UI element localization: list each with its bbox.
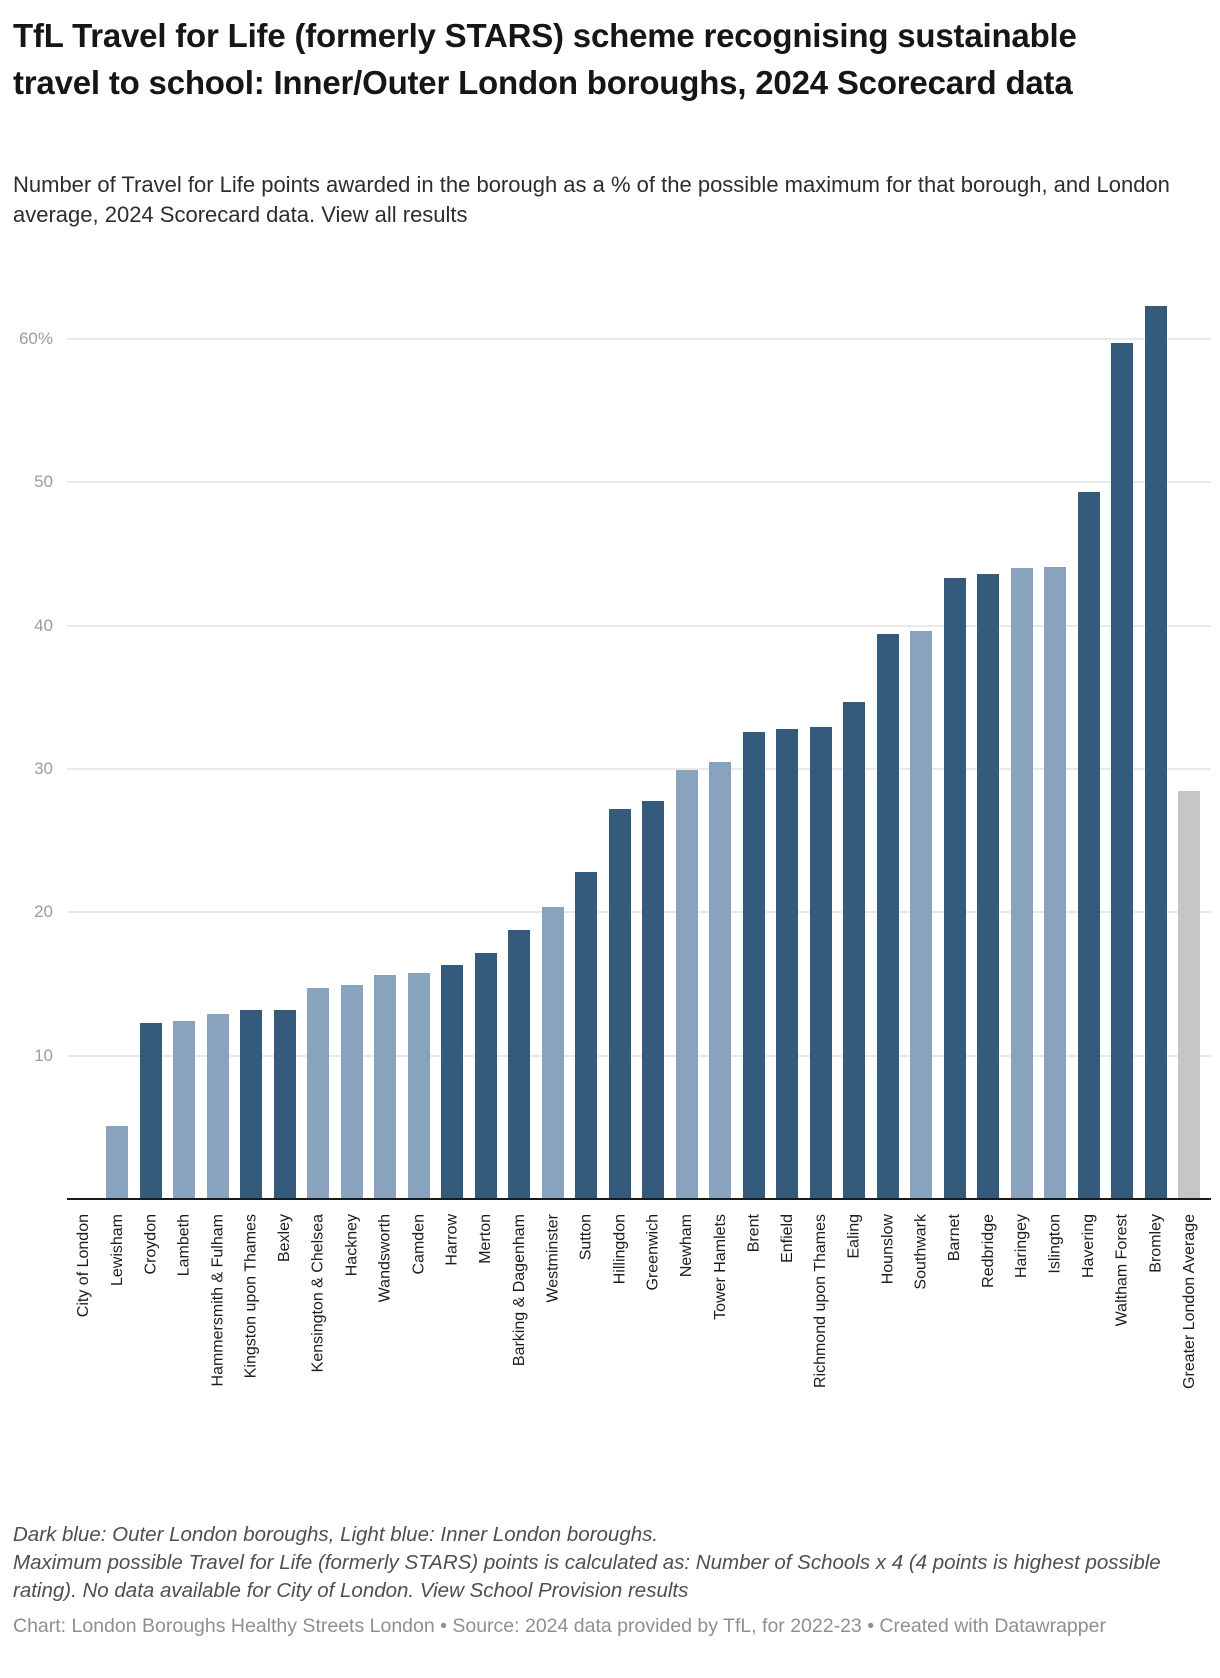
view-all-results-link[interactable]: View all results — [321, 202, 468, 227]
bar-haringey[interactable] — [1010, 568, 1033, 1199]
bar-kingston-upon-thames[interactable] — [240, 1009, 263, 1199]
bar-greenwich[interactable] — [642, 800, 665, 1199]
x-label-lewisham: Lewisham — [108, 1214, 126, 1287]
gridline-10 — [67, 1054, 1211, 1057]
bar-redbridge[interactable] — [977, 574, 1000, 1199]
x-label-barnet: Barnet — [946, 1214, 964, 1262]
x-label-havering: Havering — [1080, 1214, 1098, 1279]
x-axis-baseline — [67, 1198, 1211, 1200]
x-label-westminster: Westminster — [544, 1214, 562, 1303]
x-label-camden: Camden — [410, 1214, 428, 1275]
note-line-2-text: Maximum possible Travel for Life (former… — [13, 1551, 1161, 1602]
y-tick-40: 40 — [34, 615, 53, 635]
plot-area: 10 20 30 40 50 60% — [19, 270, 1211, 1200]
chart-credit: Chart: London Boroughs Healthy Streets L… — [13, 1615, 1106, 1637]
x-label-greater-london-average: Greater London Average — [1180, 1214, 1198, 1389]
note-line-2: Maximum possible Travel for Life (former… — [13, 1549, 1203, 1605]
bar-islington[interactable] — [1044, 566, 1067, 1199]
x-label-croydon: Croydon — [142, 1214, 160, 1275]
subtitle-text: Number of Travel for Life points awarded… — [13, 172, 1170, 227]
x-label-redbridge: Redbridge — [979, 1214, 997, 1288]
x-label-kensington-chelsea: Kensington & Chelsea — [309, 1214, 327, 1373]
x-label-enfield: Enfield — [778, 1214, 796, 1263]
bar-bromley[interactable] — [1144, 306, 1167, 1199]
x-label-islington: Islington — [1046, 1214, 1064, 1274]
y-tick-60: 60% — [18, 329, 53, 349]
x-label-waltham-forest: Waltham Forest — [1113, 1214, 1131, 1327]
gridline-60 — [67, 338, 1211, 341]
bar-barking-dagenham[interactable] — [508, 929, 531, 1199]
bar-lewisham[interactable] — [106, 1125, 129, 1199]
bar-barnet[interactable] — [943, 578, 966, 1199]
gridline-50 — [67, 481, 1211, 484]
bar-camden[interactable] — [407, 972, 430, 1199]
y-tick-20: 20 — [34, 902, 53, 922]
gridline-20 — [67, 911, 1211, 914]
bar-ealing[interactable] — [843, 701, 866, 1199]
view-school-provision-link[interactable]: View School Provision results — [419, 1579, 689, 1602]
x-label-city-of-london: City of London — [75, 1214, 93, 1318]
x-label-brent: Brent — [745, 1214, 763, 1253]
x-label-ealing: Ealing — [845, 1214, 863, 1259]
bar-kensington-chelsea[interactable] — [307, 988, 330, 1199]
bar-hammersmith-fulham[interactable] — [206, 1014, 229, 1199]
bar-wandsworth[interactable] — [374, 975, 397, 1199]
y-tick-10: 10 — [34, 1045, 53, 1065]
bar-croydon[interactable] — [139, 1022, 162, 1199]
chart-subtitle: Number of Travel for Life points awarded… — [13, 170, 1209, 230]
x-label-bromley: Bromley — [1147, 1214, 1165, 1273]
x-label-sutton: Sutton — [577, 1214, 595, 1261]
bar-westminster[interactable] — [541, 906, 564, 1199]
x-label-newham: Newham — [678, 1214, 696, 1278]
bar-brent[interactable] — [742, 731, 765, 1199]
bar-enfield[interactable] — [776, 728, 799, 1199]
bar-southwark[interactable] — [910, 631, 933, 1199]
x-label-haringey: Haringey — [1013, 1214, 1031, 1279]
x-label-barking-dagenham: Barking & Dagenham — [510, 1214, 528, 1367]
x-label-harrow: Harrow — [443, 1214, 461, 1266]
x-label-richmond-upon-thames: Richmond upon Thames — [812, 1214, 830, 1389]
bar-hillingdon[interactable] — [608, 809, 631, 1199]
bar-merton[interactable] — [474, 952, 497, 1199]
x-label-hackney: Hackney — [343, 1214, 361, 1277]
x-label-tower-hamlets: Tower Hamlets — [711, 1214, 729, 1320]
bar-sutton[interactable] — [575, 872, 598, 1199]
x-label-hammersmith-fulham: Hammersmith & Fulham — [209, 1214, 227, 1387]
x-label-wandsworth: Wandsworth — [376, 1214, 394, 1303]
x-label-kingston-upon-thames: Kingston upon Thames — [242, 1214, 260, 1379]
x-label-southwark: Southwark — [912, 1214, 930, 1290]
bar-havering[interactable] — [1077, 492, 1100, 1199]
x-label-merton: Merton — [477, 1214, 495, 1264]
chart-notes: Dark blue: Outer London boroughs, Light … — [13, 1521, 1203, 1605]
x-label-hounslow: Hounslow — [879, 1214, 897, 1285]
bar-richmond-upon-thames[interactable] — [809, 727, 832, 1199]
x-axis-labels: City of London Lewisham Croydon Lambeth Hamm… — [67, 1206, 1206, 1436]
bar-bexley[interactable] — [273, 1009, 296, 1199]
chart-title: TfL Travel for Life (formerly STARS) sch… — [13, 17, 1077, 101]
gridline-40 — [67, 624, 1211, 627]
x-label-lambeth: Lambeth — [175, 1214, 193, 1277]
bar-tower-hamlets[interactable] — [709, 761, 732, 1199]
y-tick-50: 50 — [34, 472, 53, 492]
x-label-bexley: Bexley — [276, 1214, 294, 1263]
bar-harrow[interactable] — [441, 965, 464, 1199]
y-tick-30: 30 — [34, 759, 53, 779]
note-line-1: Dark blue: Outer London boroughs, Light … — [13, 1523, 659, 1546]
bar-waltham-forest[interactable] — [1111, 343, 1134, 1199]
bar-greater-london-average[interactable] — [1178, 790, 1201, 1199]
x-label-hillingdon: Hillingdon — [611, 1214, 629, 1285]
bar-lambeth[interactable] — [173, 1021, 196, 1199]
x-label-greenwich: Greenwich — [644, 1214, 662, 1291]
bar-hounslow[interactable] — [876, 634, 899, 1199]
bar-newham[interactable] — [675, 770, 698, 1199]
gridline-30 — [67, 768, 1211, 771]
bar-hackney[interactable] — [340, 985, 363, 1199]
